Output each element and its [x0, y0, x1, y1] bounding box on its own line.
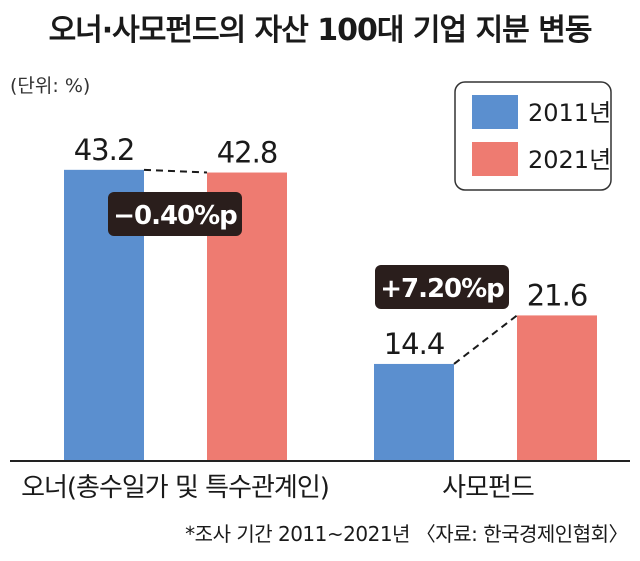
legend-label-2011: 2011년	[528, 99, 611, 127]
legend-label-2021: 2021년	[528, 146, 611, 174]
chart-title: 오너·사모펀드의 자산 100대 기업 지분 변동	[49, 13, 592, 48]
legend-swatch-2021	[472, 142, 518, 176]
change-badge-pef	[375, 265, 509, 309]
bar-pef-2011	[374, 363, 454, 461]
category-label-pef: 사모펀드	[442, 473, 534, 503]
value-label-pef-2011: 14.4	[384, 327, 445, 361]
bar-pef-2021	[517, 315, 597, 461]
category-label-owner: 오너(총수일가 및 특수관계인)	[21, 473, 329, 503]
value-label-owner-2011: 43.2	[74, 133, 135, 167]
change-badge-owner	[108, 192, 242, 236]
change-badge-owner-text: −0.40%p	[113, 201, 237, 231]
legend-swatch-2011	[472, 95, 518, 129]
value-label-owner-2021: 42.8	[217, 136, 278, 170]
value-labels: 43.2 14.4 42.8 21.6	[74, 133, 589, 361]
connector-pef	[453, 314, 518, 365]
footnote: *조사 기간 2011~2021년 〈자료: 한국경제인협회〉	[185, 522, 628, 546]
change-badge-pef-text: +7.20%p	[380, 274, 504, 304]
value-label-pef-2021: 21.6	[527, 278, 588, 312]
unit-label: (단위: %)	[10, 75, 90, 97]
change-connectors	[143, 168, 518, 365]
connector-owner	[143, 168, 208, 174]
